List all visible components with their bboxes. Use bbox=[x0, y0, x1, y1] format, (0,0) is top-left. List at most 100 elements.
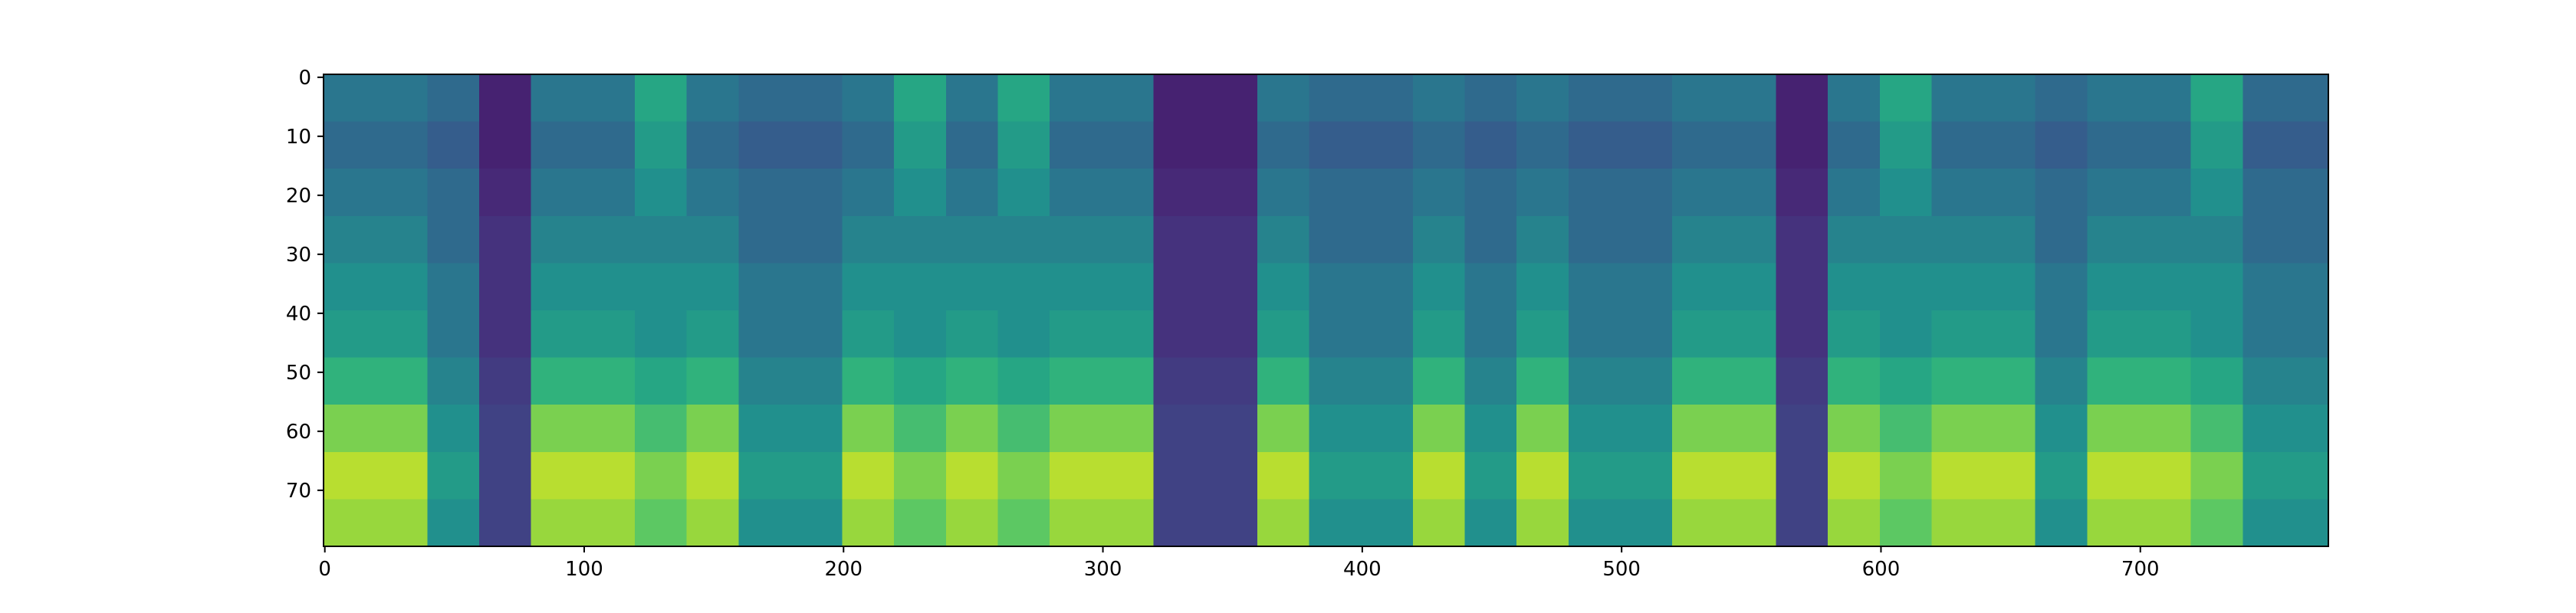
heatmap-cell bbox=[427, 215, 480, 264]
heatmap-cell bbox=[997, 357, 1050, 405]
heatmap-cell bbox=[1309, 499, 1362, 547]
heatmap-cell bbox=[1931, 215, 1984, 264]
heatmap-cell bbox=[1361, 499, 1414, 547]
heatmap-cell bbox=[375, 74, 428, 123]
heatmap-cell bbox=[1620, 451, 1673, 500]
heatmap-cell bbox=[2035, 357, 2088, 405]
heatmap-cell bbox=[686, 169, 739, 217]
heatmap-cell bbox=[1309, 405, 1362, 453]
heatmap-cell bbox=[583, 121, 636, 169]
heatmap-cell bbox=[2087, 215, 2140, 264]
heatmap-cell bbox=[375, 310, 428, 359]
heatmap-cell bbox=[1723, 451, 1776, 500]
heatmap-cell bbox=[1879, 121, 1932, 169]
heatmap-cell bbox=[686, 121, 739, 169]
heatmap-cell bbox=[634, 215, 688, 264]
heatmap-cell bbox=[1828, 451, 1881, 500]
heatmap-cell bbox=[894, 215, 947, 264]
heatmap-cell bbox=[738, 169, 791, 217]
axes: 0 100 200 300 400 500 600 700 0 10 20 30 40 50 60 70 bbox=[286, 67, 2160, 581]
heatmap-cell bbox=[1983, 310, 2036, 359]
heatmap-cell bbox=[1983, 451, 2036, 500]
heatmap-cell bbox=[842, 451, 895, 500]
heatmap-cell bbox=[1205, 74, 1258, 123]
heatmap-cell bbox=[531, 263, 583, 311]
heatmap-cells bbox=[324, 74, 2329, 547]
heatmap-cell bbox=[583, 74, 636, 123]
heatmap-cell bbox=[1620, 74, 1673, 123]
heatmap-cell bbox=[1153, 215, 1206, 264]
heatmap-cell bbox=[1983, 405, 2036, 453]
heatmap-cell bbox=[1464, 499, 1517, 547]
heatmap-cell bbox=[2242, 405, 2295, 453]
heatmap-cell bbox=[1205, 405, 1258, 453]
heatmap-cell bbox=[427, 263, 480, 311]
heatmap-cell bbox=[2087, 310, 2140, 359]
heatmap-cell bbox=[2242, 357, 2295, 405]
heatmap-cell bbox=[2190, 215, 2243, 264]
heatmap-cell bbox=[1516, 263, 1569, 311]
heatmap-cell bbox=[738, 74, 791, 123]
heatmap-cell bbox=[531, 451, 583, 500]
heatmap-cell bbox=[1412, 451, 1465, 500]
heatmap-cell bbox=[1828, 169, 1881, 217]
heatmap-cell bbox=[2190, 451, 2243, 500]
heatmap-cell bbox=[1879, 263, 1932, 311]
heatmap-cell bbox=[2087, 499, 2140, 547]
heatmap-cell bbox=[375, 169, 428, 217]
heatmap-cell bbox=[1101, 263, 1155, 311]
heatmap-cell bbox=[1568, 451, 1621, 500]
heatmap-cell bbox=[1050, 357, 1102, 405]
heatmap-cell bbox=[2139, 74, 2192, 123]
heatmap-cell bbox=[1516, 215, 1569, 264]
heatmap-cell bbox=[1050, 169, 1102, 217]
heatmap-cell bbox=[1309, 215, 1362, 264]
heatmap-cell bbox=[1672, 121, 1725, 169]
heatmap-cell bbox=[842, 499, 895, 547]
heatmap-cell bbox=[1412, 215, 1465, 264]
heatmap-cell bbox=[1931, 121, 1984, 169]
heatmap-cell bbox=[1568, 405, 1621, 453]
heatmap-cell bbox=[1776, 263, 1829, 311]
heatmap-cell bbox=[1516, 451, 1569, 500]
heatmap-cell bbox=[1516, 405, 1569, 453]
heatmap-cell bbox=[1205, 121, 1258, 169]
heatmap-cell bbox=[1464, 263, 1517, 311]
heatmap-cell bbox=[1257, 310, 1310, 359]
heatmap-cell bbox=[2139, 310, 2192, 359]
heatmap-cell bbox=[1309, 263, 1362, 311]
heatmap-cell bbox=[1257, 499, 1310, 547]
heatmap-cell bbox=[1620, 405, 1673, 453]
heatmap-cell bbox=[2295, 310, 2329, 359]
heatmap-cell bbox=[1931, 451, 1984, 500]
heatmap-cell bbox=[1672, 451, 1725, 500]
heatmap-cell bbox=[1153, 169, 1206, 217]
heatmap-cell bbox=[1516, 121, 1569, 169]
heatmap-cell bbox=[997, 74, 1050, 123]
heatmap-cell bbox=[945, 310, 999, 359]
heatmap-cell bbox=[583, 310, 636, 359]
heatmap-cell bbox=[894, 310, 947, 359]
heatmap-cell bbox=[2190, 74, 2243, 123]
heatmap-cell bbox=[531, 310, 583, 359]
heatmap-cell bbox=[790, 499, 843, 547]
heatmap-cell bbox=[634, 310, 688, 359]
heatmap-cell bbox=[1412, 499, 1465, 547]
heatmap-cell bbox=[1153, 405, 1206, 453]
heatmap-cell bbox=[1776, 121, 1829, 169]
heatmap-cell bbox=[583, 405, 636, 453]
heatmap-cell bbox=[1828, 499, 1881, 547]
heatmap-cell bbox=[1983, 215, 2036, 264]
heatmap-cell bbox=[2295, 405, 2329, 453]
heatmap-cell bbox=[1931, 74, 1984, 123]
heatmap-cell bbox=[894, 405, 947, 453]
heatmap-cell bbox=[945, 263, 999, 311]
heatmap-cell bbox=[997, 451, 1050, 500]
heatmap-cell bbox=[686, 499, 739, 547]
heatmap-cell bbox=[997, 405, 1050, 453]
heatmap-cell bbox=[2242, 499, 2295, 547]
heatmap-cell bbox=[1776, 357, 1829, 405]
heatmap-cell bbox=[1205, 169, 1258, 217]
heatmap-cell bbox=[1568, 121, 1621, 169]
heatmap-cell bbox=[842, 74, 895, 123]
